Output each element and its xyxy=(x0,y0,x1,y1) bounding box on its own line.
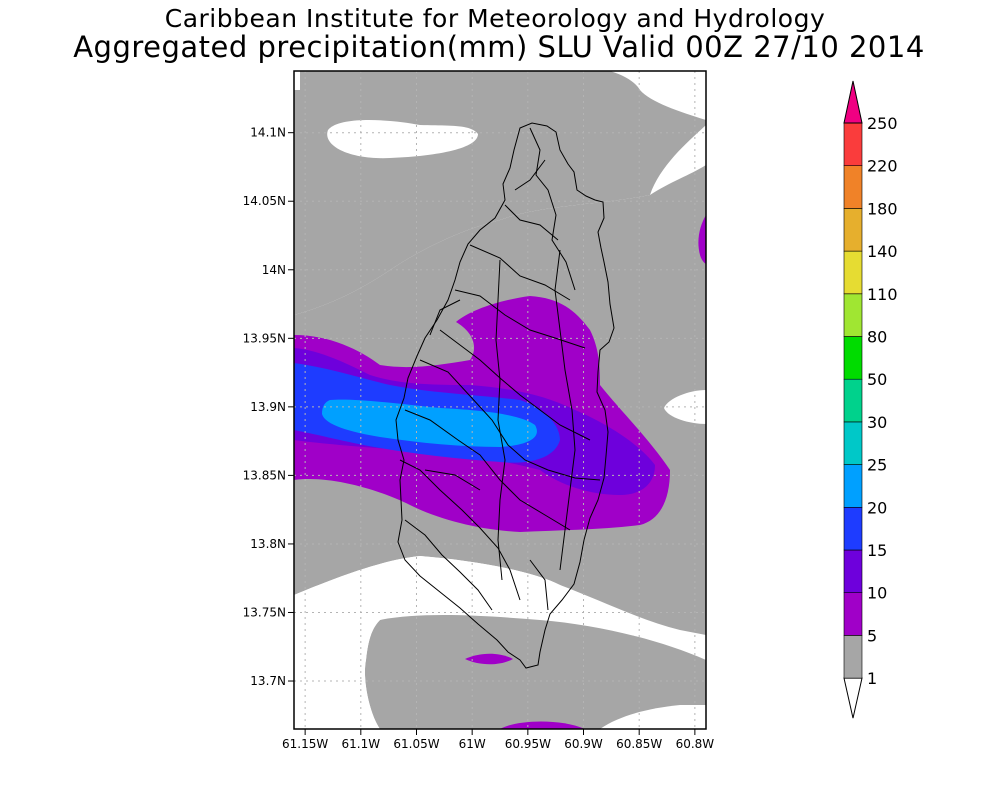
colorbar-label: 180 xyxy=(867,199,898,218)
lat-tick-label: 13.7N xyxy=(250,674,286,688)
lat-tick-label: 14.1N xyxy=(250,126,286,140)
colorbar-label: 25 xyxy=(867,456,887,475)
island-outline xyxy=(395,122,615,669)
colorbar-segment xyxy=(843,592,863,636)
colorbar-label: 30 xyxy=(867,413,887,432)
precip-5-10-south-edge xyxy=(500,721,585,729)
lat-tick-label: 14.05N xyxy=(243,194,286,208)
precip-dry-southeast xyxy=(600,705,706,729)
colorbar-segment xyxy=(843,378,863,423)
lon-tick-label: 60.9W xyxy=(564,737,603,751)
colorbar-label: 5 xyxy=(867,626,877,645)
colorbar-segment xyxy=(843,122,863,167)
colorbar-segment xyxy=(843,421,863,465)
colorbar-label: 1 xyxy=(867,669,877,688)
precip-5-10-south-small xyxy=(465,653,513,665)
colorbar-segment xyxy=(843,208,863,252)
lon-tick-label: 60.8W xyxy=(676,737,715,751)
title-line-2: Aggregated precipitation(mm) SLU Valid 0… xyxy=(73,30,925,64)
lon-tick-label: 61.05W xyxy=(393,737,439,751)
precip-dry-south-band xyxy=(294,556,706,660)
precip-field xyxy=(294,71,706,729)
lat-tick-label: 14N xyxy=(262,263,286,277)
colorbar-label: 140 xyxy=(867,242,898,261)
precip-1-5-north-band xyxy=(294,71,706,315)
precip-dry-southwest xyxy=(294,620,380,729)
colorbar-label: 250 xyxy=(867,114,898,133)
colorbar-label: 80 xyxy=(867,328,887,347)
lon-tick-label: 61W xyxy=(459,737,486,751)
colorbar-label: 220 xyxy=(867,157,898,176)
colorbar-segment xyxy=(843,165,863,209)
lat-tick-label: 13.75N xyxy=(243,605,286,619)
colorbar-bottom-triangle xyxy=(843,677,863,719)
precip-1-5-north-right-white xyxy=(610,71,706,120)
longitude-axis: 61.15W 61.1W 61.05W 61W 60.95W 60.9W 60.85W 60.… xyxy=(282,729,714,751)
precip-1-5-north-white-hole xyxy=(294,71,300,90)
lat-tick-label: 13.95N xyxy=(243,331,286,345)
colorbar-segment xyxy=(843,506,863,551)
colorbar-segment xyxy=(843,293,863,337)
colorbar-segment xyxy=(843,549,863,594)
lon-tick-label: 60.95W xyxy=(505,737,551,751)
map-frame xyxy=(293,70,707,730)
grid-lines xyxy=(294,71,706,729)
colorbar-top-triangle xyxy=(843,80,863,124)
lon-tick-label: 61.15W xyxy=(282,737,328,751)
precip-5-10-east-blob xyxy=(698,215,706,264)
colorbar-segment xyxy=(843,250,863,295)
lat-tick-label: 13.85N xyxy=(243,468,286,482)
colorbar-segment xyxy=(843,336,863,380)
latitude-axis: 14.1N 14.05N 14N 13.95N 13.9N 13.85N 13.8N 13.7… xyxy=(243,126,294,688)
colorbar-label: 10 xyxy=(867,584,887,603)
colorbar-label: 15 xyxy=(867,541,887,560)
lon-tick-label: 61.1W xyxy=(342,737,381,751)
title-line-1: Caribbean Institute for Meteorology and … xyxy=(164,4,826,33)
colorbar-segment xyxy=(843,464,863,508)
precip-20-25 xyxy=(322,399,537,447)
colorbar-label: 110 xyxy=(867,285,898,304)
lat-tick-label: 13.9N xyxy=(250,400,286,414)
colorbar-segment xyxy=(843,635,863,679)
lat-tick-label: 13.8N xyxy=(250,537,286,551)
lon-tick-label: 60.85W xyxy=(616,737,662,751)
colorbar-label: 50 xyxy=(867,370,887,389)
colorbar-label: 20 xyxy=(867,498,887,517)
precip-1-5-south xyxy=(364,615,706,729)
